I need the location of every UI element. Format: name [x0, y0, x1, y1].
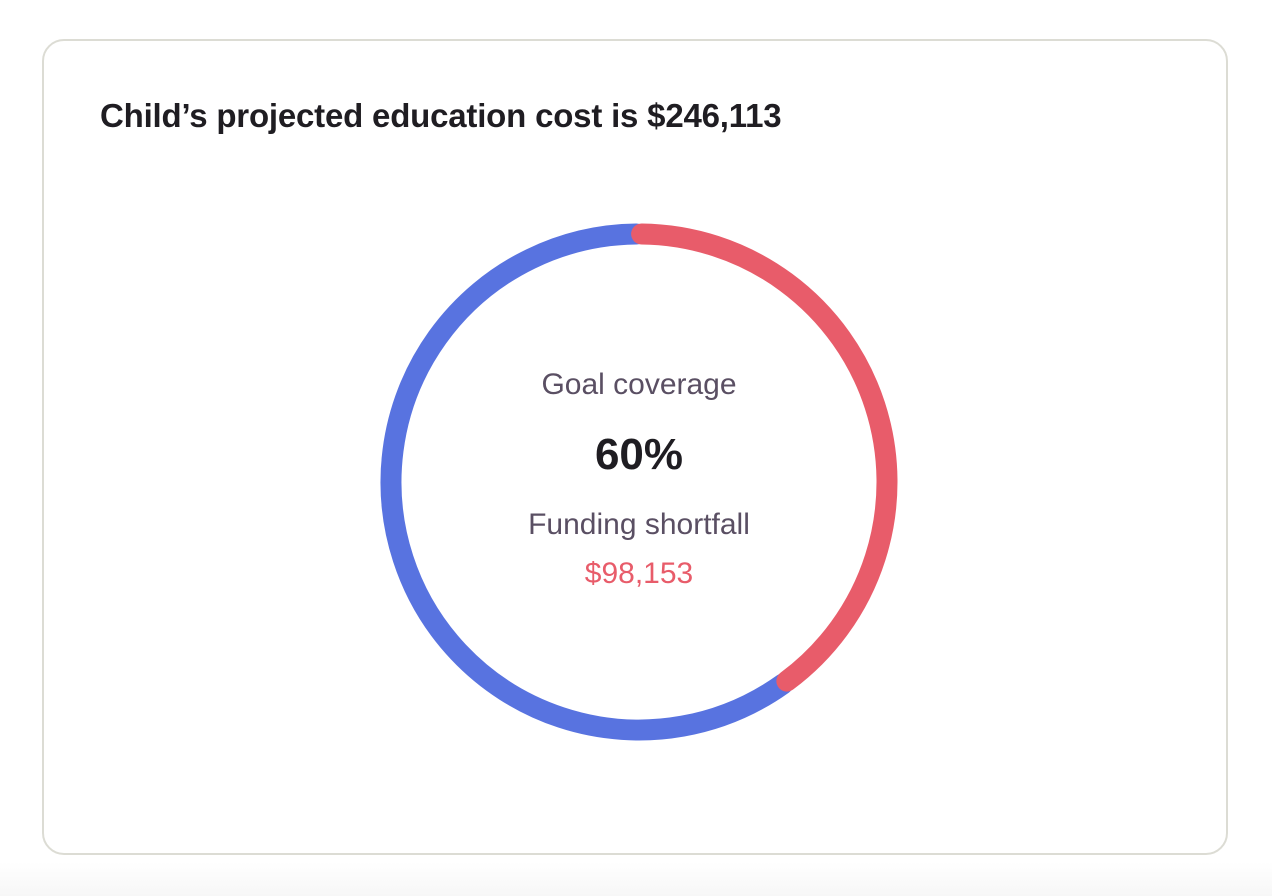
funding-shortfall-label: Funding shortfall	[528, 508, 750, 541]
goal-coverage-value: 60%	[594, 430, 684, 479]
goal-coverage-donut-chart	[380, 223, 898, 741]
education-cost-card: Child’s projected education cost is $246…	[42, 39, 1228, 855]
funding-shortfall-value: $98,153	[584, 557, 694, 590]
donut-center-summary: Goal coverage 60% Funding shortfall $98,…	[379, 222, 899, 742]
donut-slice-shortfall	[631, 223, 898, 692]
donut-slice-covered	[380, 223, 794, 741]
card-title: Child’s projected education cost is $246…	[100, 97, 782, 134]
goal-coverage-label: Goal coverage	[541, 368, 737, 401]
